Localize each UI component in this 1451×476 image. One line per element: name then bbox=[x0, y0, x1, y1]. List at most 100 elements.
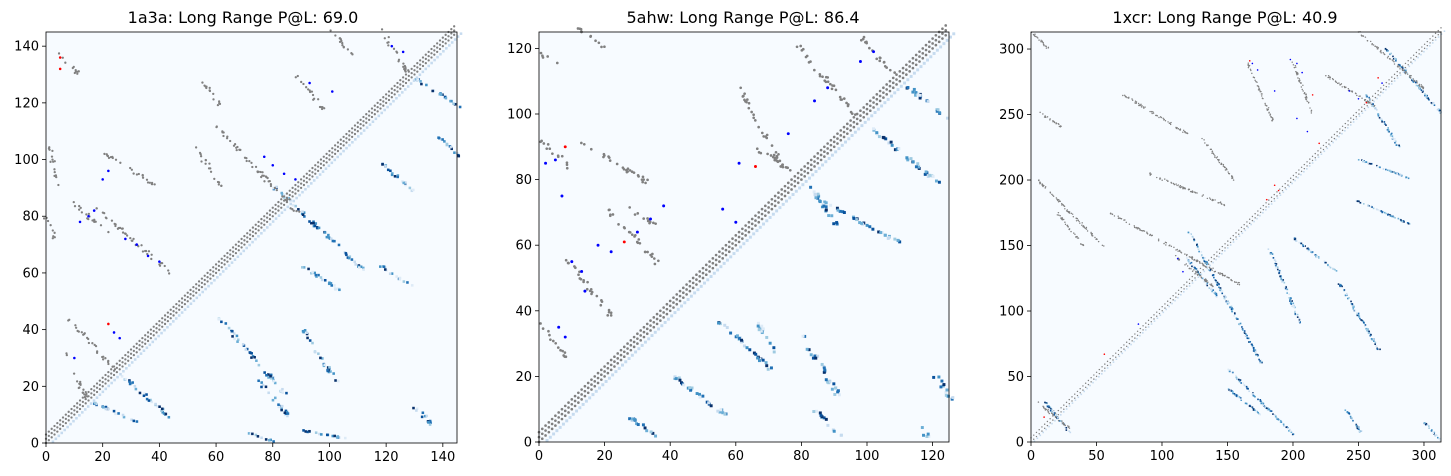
probability-cell bbox=[643, 340, 647, 344]
probability-cell bbox=[306, 430, 309, 434]
probability-cell bbox=[81, 411, 84, 414]
true-contact-point bbox=[101, 380, 104, 384]
true-contact-point bbox=[741, 227, 744, 231]
x-tick-label: 100 bbox=[855, 449, 880, 464]
probability-cell bbox=[758, 326, 762, 330]
probability-cell bbox=[317, 273, 320, 277]
true-contact-point bbox=[1188, 282, 1191, 285]
true-contact-point bbox=[668, 309, 672, 313]
true-contact-point bbox=[1207, 281, 1209, 283]
probability-cell bbox=[916, 162, 920, 166]
probability-cell bbox=[1206, 284, 1209, 287]
true-contact-point bbox=[596, 376, 600, 380]
true-contact-point bbox=[796, 171, 800, 175]
true-contact-point bbox=[189, 293, 192, 296]
true-contact-point bbox=[1185, 263, 1188, 265]
true-contact-point bbox=[1158, 116, 1160, 119]
true-contact-point bbox=[1117, 349, 1120, 352]
true-contact-point bbox=[701, 271, 705, 275]
probability-cell bbox=[450, 41, 454, 44]
true-contact-point bbox=[1270, 116, 1272, 119]
true-contact-point bbox=[1231, 177, 1233, 180]
probability-cell bbox=[1382, 91, 1384, 94]
probability-cell bbox=[1378, 116, 1381, 119]
probability-cell bbox=[1238, 397, 1241, 399]
probability-cell bbox=[1289, 297, 1292, 299]
true-contact-point bbox=[760, 217, 764, 221]
true-contact-point bbox=[1289, 181, 1292, 184]
true-contact-point bbox=[830, 87, 834, 91]
probability-cell bbox=[690, 386, 694, 390]
true-contact-point bbox=[1298, 169, 1300, 171]
true-contact-point bbox=[263, 219, 266, 222]
true-contact-point bbox=[1103, 245, 1105, 247]
true-contact-point bbox=[888, 84, 892, 88]
probability-cell bbox=[822, 370, 826, 374]
true-contact-point bbox=[1236, 283, 1239, 285]
true-contact-point bbox=[678, 289, 682, 293]
true-contact-point bbox=[121, 227, 124, 230]
true-contact-point bbox=[1207, 259, 1210, 261]
true-contact-point bbox=[908, 65, 911, 68]
probability-cell bbox=[1257, 398, 1259, 401]
true-contact-point bbox=[220, 261, 223, 265]
true-contact-point bbox=[106, 154, 110, 158]
probability-cell bbox=[285, 391, 288, 395]
true-contact-point bbox=[257, 220, 260, 224]
probability-cell bbox=[1344, 294, 1347, 297]
true-contact-point bbox=[1182, 129, 1185, 132]
true-contact-point bbox=[1169, 301, 1172, 304]
true-contact-point bbox=[616, 352, 620, 355]
true-contact-point bbox=[56, 426, 59, 429]
true-contact-point bbox=[427, 54, 430, 58]
true-contact-point bbox=[1306, 165, 1308, 167]
probability-cell bbox=[440, 93, 443, 96]
true-contact-point bbox=[359, 118, 362, 122]
probability-cell bbox=[1334, 269, 1337, 271]
true-contact-point bbox=[1076, 235, 1078, 238]
true-contact-point bbox=[167, 272, 171, 275]
probability-cell bbox=[877, 135, 881, 139]
probability-cell bbox=[818, 199, 822, 203]
probability-cell bbox=[1339, 284, 1341, 287]
true-contact-point bbox=[908, 60, 911, 63]
probability-cell bbox=[145, 397, 149, 401]
probability-cell bbox=[313, 350, 317, 354]
true-contact-point bbox=[826, 80, 830, 84]
probability-cell bbox=[271, 376, 274, 380]
probability-cell bbox=[1436, 434, 1438, 437]
probability-cell bbox=[1218, 286, 1220, 289]
probability-cell bbox=[721, 411, 725, 415]
true-contact-point bbox=[763, 209, 767, 213]
true-contact-point bbox=[1128, 342, 1131, 345]
probability-cell bbox=[1395, 58, 1397, 60]
probability-cell bbox=[1362, 203, 1365, 205]
true-contact-point bbox=[1178, 186, 1181, 188]
probability-cell bbox=[1215, 281, 1218, 283]
true-contact-point bbox=[931, 37, 934, 40]
probability-cell bbox=[886, 97, 890, 101]
probability-cell bbox=[308, 339, 312, 342]
probability-cell bbox=[920, 426, 924, 430]
probability-cell bbox=[1279, 272, 1282, 274]
probability-cell bbox=[69, 422, 72, 426]
probability-cell bbox=[247, 432, 251, 435]
true-contact-point bbox=[1191, 270, 1194, 272]
probability-cell bbox=[1244, 334, 1247, 337]
true-contact-point bbox=[116, 227, 120, 230]
correct-prediction-point bbox=[1176, 257, 1179, 260]
probability-cell bbox=[729, 255, 733, 259]
probability-cell bbox=[1393, 138, 1396, 140]
probability-cell bbox=[1273, 414, 1276, 416]
probability-cell bbox=[450, 99, 453, 103]
true-contact-point bbox=[1377, 94, 1379, 96]
true-contact-point bbox=[342, 46, 345, 49]
probability-cell bbox=[1392, 55, 1394, 58]
probability-cell bbox=[1373, 100, 1375, 103]
probability-cell bbox=[1381, 121, 1383, 123]
probability-cell bbox=[719, 408, 723, 412]
probability-cell bbox=[867, 117, 870, 121]
probability-cell bbox=[1393, 171, 1395, 174]
probability-cell bbox=[302, 211, 306, 214]
true-contact-point bbox=[1045, 47, 1048, 49]
